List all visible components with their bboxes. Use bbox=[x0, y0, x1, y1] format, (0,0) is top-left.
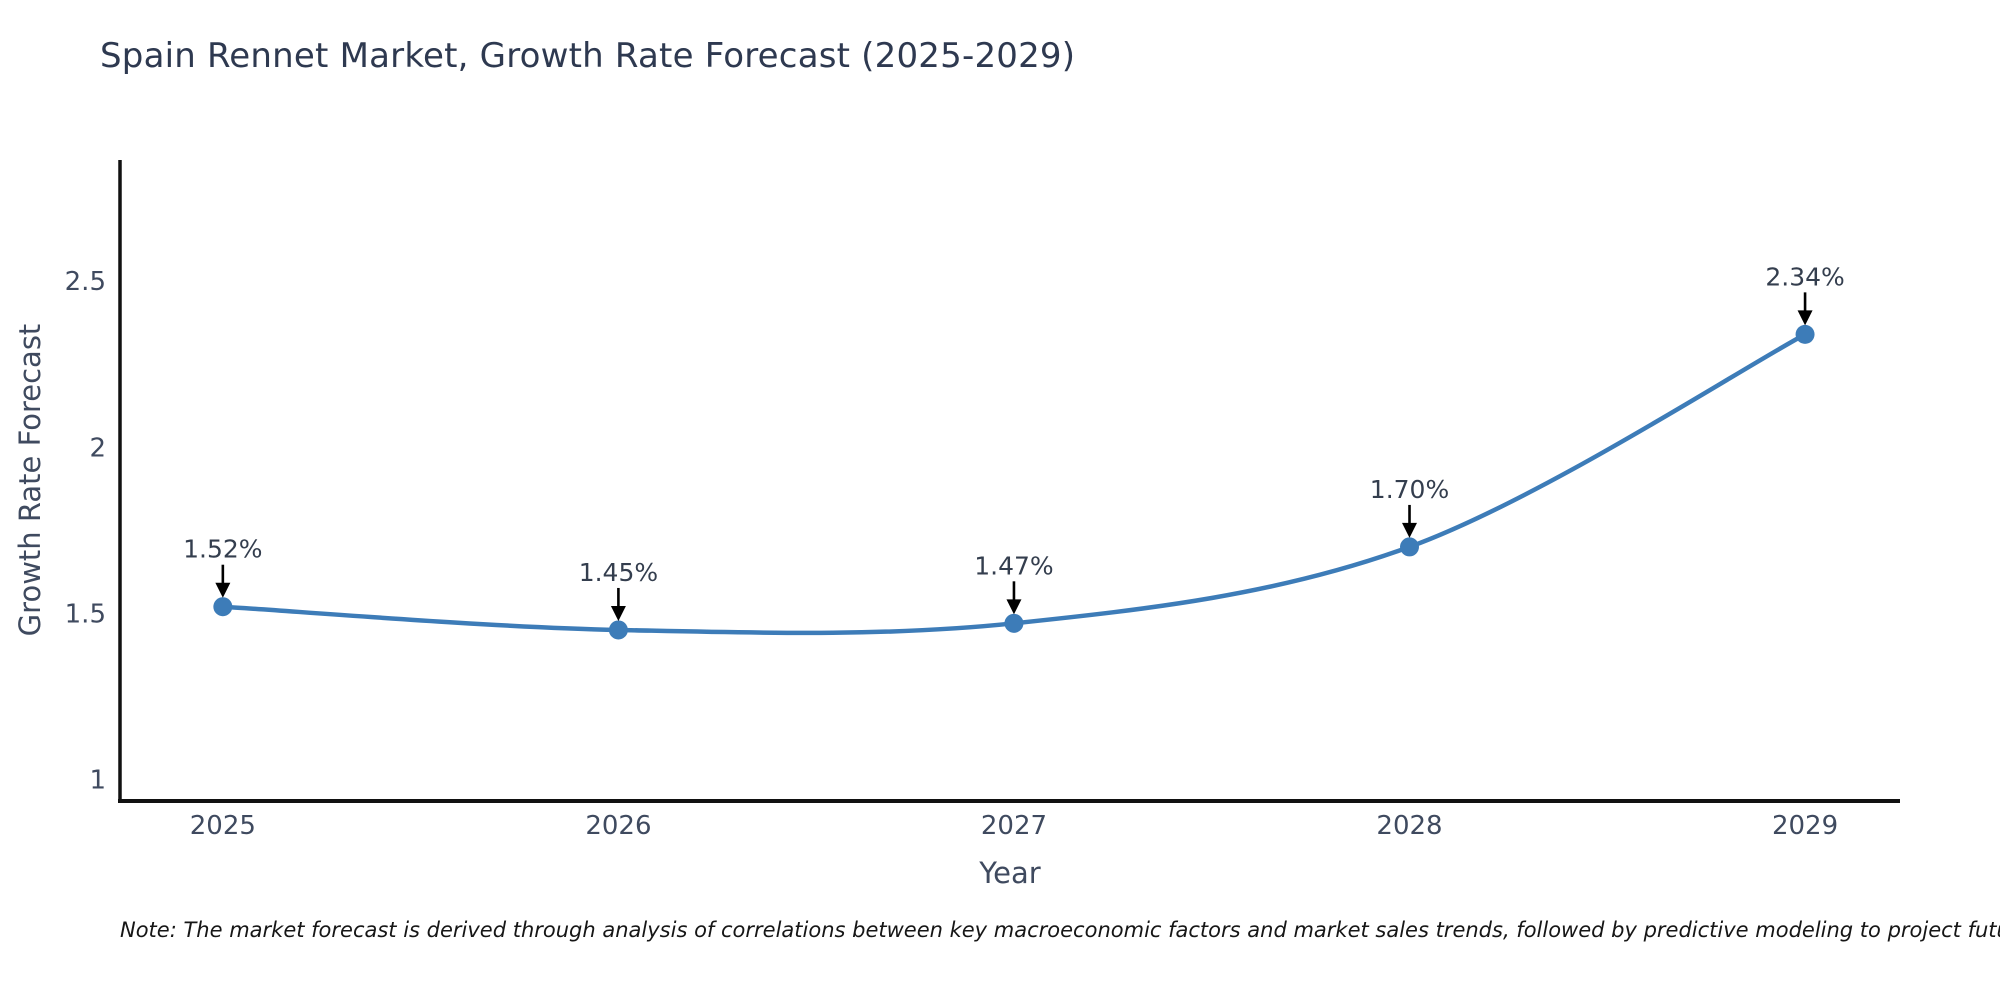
x-tick-label: 2029 bbox=[1772, 811, 1838, 841]
x-tick-label: 2027 bbox=[981, 811, 1047, 841]
annotation-arrow-head bbox=[610, 605, 626, 621]
point-annotation-label: 2.34% bbox=[1765, 262, 1844, 291]
point-annotation-label: 1.47% bbox=[974, 551, 1053, 580]
annotation-arrow-head bbox=[1006, 599, 1022, 615]
point-annotation-label: 1.52% bbox=[183, 535, 262, 564]
chart-title: Spain Rennet Market, Growth Rate Forecas… bbox=[100, 36, 1076, 76]
x-axis-title: Year bbox=[979, 856, 1041, 890]
annotation-arrow-head bbox=[1402, 522, 1418, 538]
data-point-marker bbox=[213, 597, 233, 617]
data-point-marker bbox=[1004, 613, 1024, 633]
y-tick-label: 1 bbox=[89, 765, 106, 795]
y-axis-title: Growth Rate Forecast bbox=[13, 323, 47, 637]
series-line bbox=[220, 332, 1808, 636]
y-tick-label: 2 bbox=[89, 433, 106, 463]
x-tick-label: 2025 bbox=[190, 811, 256, 841]
footnote: Note: The market forecast is derived thr… bbox=[120, 918, 2000, 942]
annotation-arrow-head bbox=[215, 582, 231, 598]
point-annotation-label: 1.45% bbox=[579, 558, 658, 587]
x-tick-label: 2026 bbox=[585, 811, 651, 841]
data-point-marker bbox=[608, 620, 628, 640]
x-tick-label: 2028 bbox=[1376, 811, 1442, 841]
data-point-marker bbox=[1400, 537, 1420, 557]
point-annotation-label: 1.70% bbox=[1370, 475, 1449, 504]
data-point-marker bbox=[1795, 324, 1815, 344]
y-tick-label: 2.5 bbox=[65, 267, 106, 297]
annotation-arrow-head bbox=[1797, 310, 1813, 326]
y-tick-label: 1.5 bbox=[65, 599, 106, 629]
